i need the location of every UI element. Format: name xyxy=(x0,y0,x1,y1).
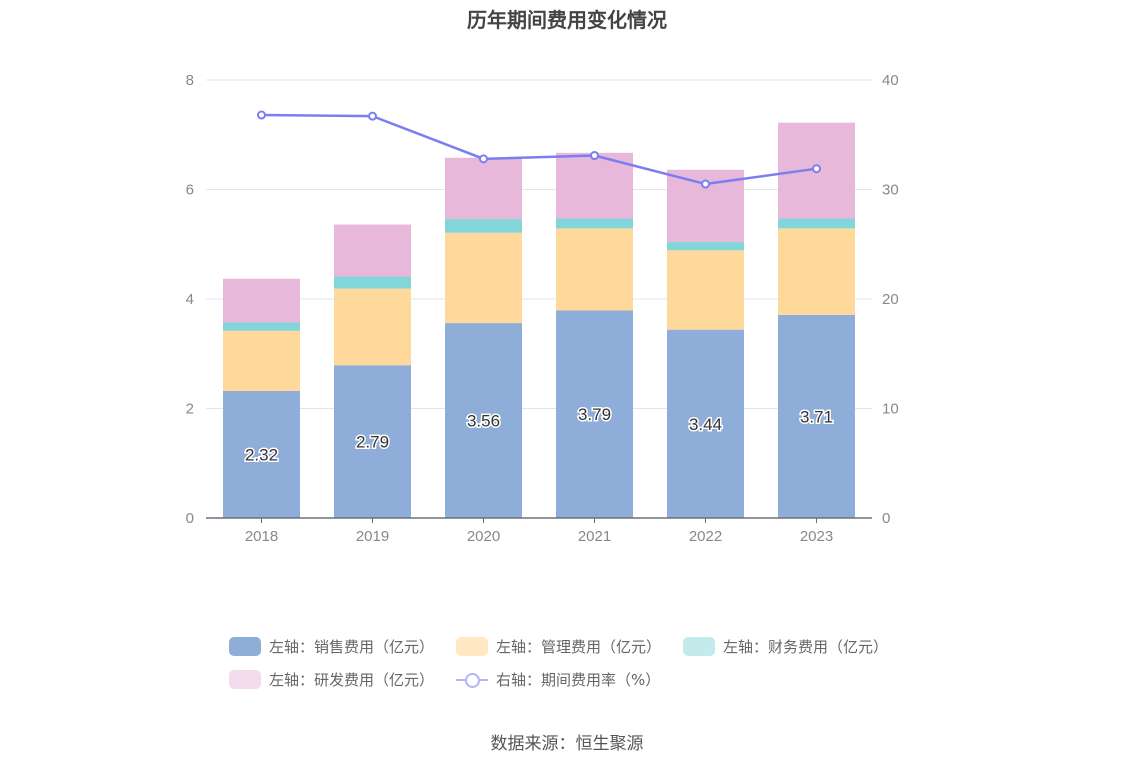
bar-segment-0 xyxy=(334,365,411,518)
x-tick-label: 2021 xyxy=(578,528,611,545)
y-left-tick-label: 4 xyxy=(186,291,194,308)
bar-segment-0 xyxy=(667,329,744,518)
rate-point xyxy=(590,151,599,161)
legend-label-rd: 左轴：研发费用（亿元） xyxy=(269,671,435,689)
data-label: 2.79 xyxy=(356,433,389,452)
legend-label-admin: 左轴：管理费用（亿元） xyxy=(496,638,662,656)
chart-title: 历年期间费用变化情况 xyxy=(467,8,667,32)
legend-label-finance: 左轴：财务费用（亿元） xyxy=(723,638,889,656)
data-label: 2.32 xyxy=(245,445,278,464)
data-label: 3.71 xyxy=(800,407,833,426)
chart-legend: 左轴：销售费用（亿元） 左轴：管理费用（亿元） 左轴：财务费用（亿元） 左轴：研… xyxy=(229,630,949,696)
legend-swatch-rate xyxy=(456,670,489,689)
data-source-note: 数据来源：恒生聚源 xyxy=(490,734,644,754)
y-right-tick-label: 30 xyxy=(882,182,899,199)
rate-point xyxy=(479,154,488,164)
y-left-tick-label: 0 xyxy=(186,510,194,527)
data-label: 3.79 xyxy=(578,405,611,424)
bar-segment-1 xyxy=(334,288,411,366)
legend-swatch-admin xyxy=(456,637,489,656)
data-label: 3.44 xyxy=(689,415,722,434)
bar-segment-3 xyxy=(334,224,411,277)
bar-segment-1 xyxy=(556,228,633,311)
bar-segment-0 xyxy=(778,314,855,518)
legend-swatch-rd xyxy=(229,670,261,689)
legend-swatch-sales xyxy=(229,637,261,656)
rate-point xyxy=(812,164,821,174)
bar-segment-2 xyxy=(445,219,522,233)
chart-plot: 0 2 4 6 8 0 10 20 30 40 2018 2019 2020 2021 2022 2023 2.… xyxy=(186,72,899,545)
bar-segment-1 xyxy=(667,250,744,330)
y-left-tick-label: 8 xyxy=(186,72,194,89)
legend-label-sales: 左轴：销售费用（亿元） xyxy=(269,638,435,656)
y-right-tick-label: 10 xyxy=(882,401,899,418)
legend-swatch-finance xyxy=(683,637,716,656)
bar-segment-3 xyxy=(445,157,522,220)
bar-segment-0 xyxy=(223,390,300,518)
bar-segment-2 xyxy=(223,322,300,331)
rate-point xyxy=(257,110,266,120)
bar-segment-1 xyxy=(223,330,300,391)
bar-segment-0 xyxy=(556,310,633,518)
x-tick-label: 2019 xyxy=(356,528,389,545)
legend-item-rd[interactable]: 左轴：研发费用（亿元） xyxy=(229,669,434,690)
bar-segment-2 xyxy=(334,276,411,289)
legend-item-admin[interactable]: 左轴：管理费用（亿元） xyxy=(456,636,661,657)
rate-point xyxy=(701,179,710,189)
y-right-tick-label: 20 xyxy=(882,291,899,308)
bar-segment-1 xyxy=(445,232,522,324)
bar-segment-2 xyxy=(556,218,633,229)
y-left-tick-label: 6 xyxy=(186,182,194,199)
legend-label-rate: 右轴：期间费用率（%） xyxy=(496,671,661,689)
y-right-tick-label: 40 xyxy=(882,72,899,89)
x-tick-label: 2023 xyxy=(800,528,833,545)
x-tick-label: 2020 xyxy=(467,528,500,545)
bar-segment-1 xyxy=(778,228,855,315)
rate-point xyxy=(368,111,377,121)
x-tick-label: 2018 xyxy=(245,528,278,545)
x-tick-label: 2022 xyxy=(689,528,722,545)
legend-item-sales[interactable]: 左轴：销售费用（亿元） xyxy=(229,636,434,657)
legend-item-finance[interactable]: 左轴：财务费用（亿元） xyxy=(683,636,888,657)
bar-segment-0 xyxy=(445,323,522,518)
bar-segment-2 xyxy=(778,218,855,229)
bar-segment-3 xyxy=(556,152,633,219)
bar-segment-2 xyxy=(667,242,744,251)
y-right-tick-label: 0 xyxy=(882,510,890,527)
legend-item-rate[interactable]: 右轴：期间费用率（%） xyxy=(456,669,660,690)
y-left-tick-label: 2 xyxy=(186,401,194,418)
data-label: 3.56 xyxy=(467,412,500,431)
bar-segment-3 xyxy=(223,278,300,323)
rate-line xyxy=(261,113,817,186)
